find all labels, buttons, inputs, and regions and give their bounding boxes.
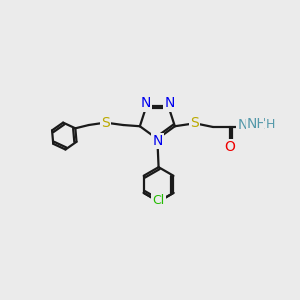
Text: S: S [101,116,110,130]
Text: N: N [140,96,151,110]
Text: N: N [152,134,163,148]
Text: S: S [190,116,199,130]
Text: N: N [164,96,175,110]
Text: H: H [266,118,275,130]
Text: Cl: Cl [152,194,164,207]
Text: 2: 2 [256,121,262,131]
Text: NH: NH [246,117,267,131]
Text: Cl: Cl [153,194,165,207]
Text: O: O [224,140,235,154]
Text: 2: 2 [263,122,269,131]
Text: NH: NH [238,118,258,131]
